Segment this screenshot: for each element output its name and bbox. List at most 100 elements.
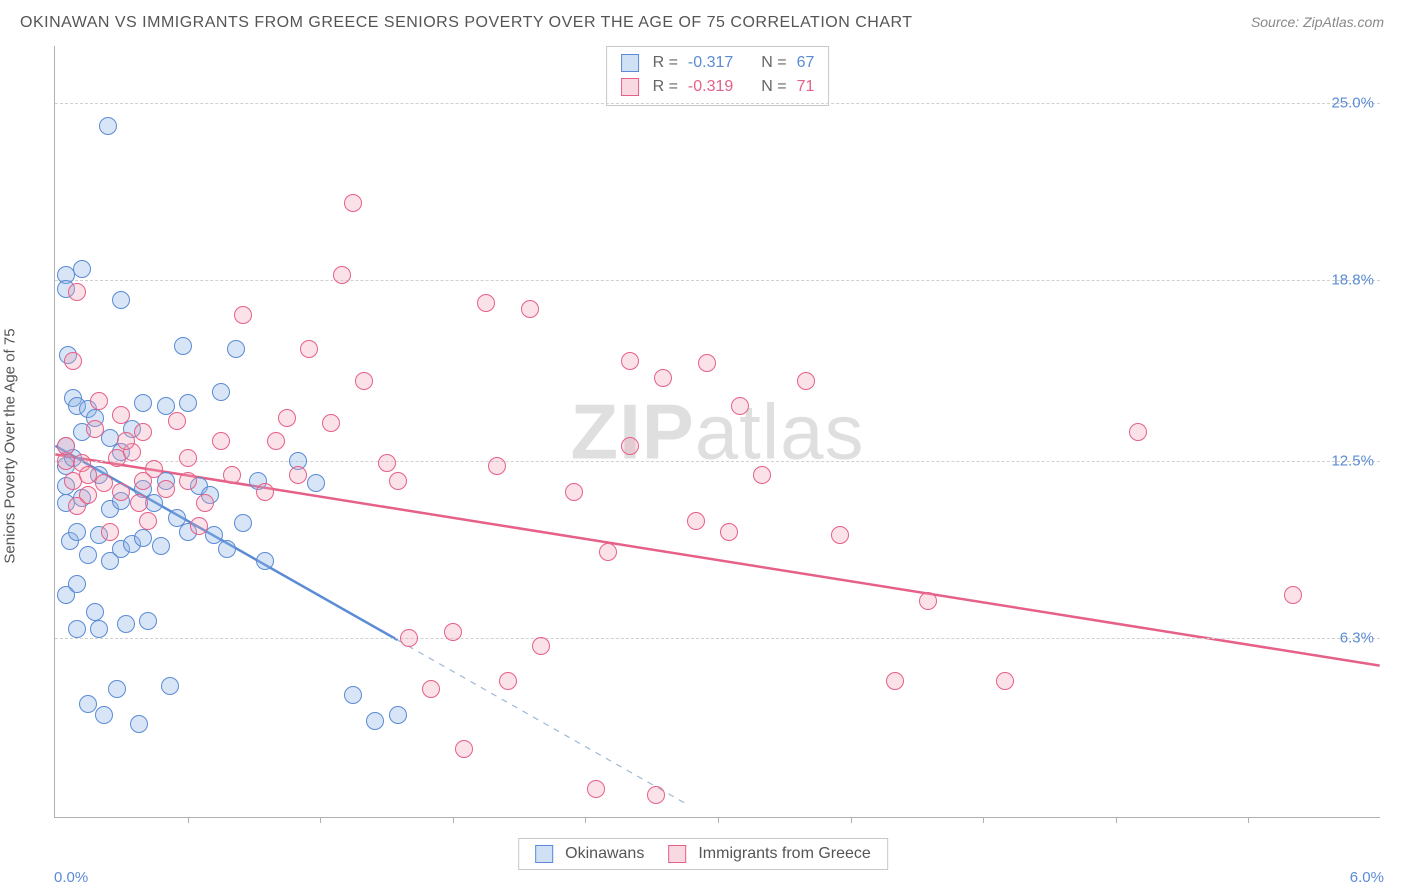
scatter-point	[112, 483, 130, 501]
legend-swatch-blue	[535, 845, 553, 863]
r-value-1: -0.317	[688, 51, 733, 75]
scatter-point	[654, 369, 672, 387]
scatter-point	[389, 706, 407, 724]
scatter-point	[130, 494, 148, 512]
r-label-2: R =	[653, 75, 678, 99]
scatter-point	[256, 483, 274, 501]
chart-title: OKINAWAN VS IMMIGRANTS FROM GREECE SENIO…	[20, 14, 913, 32]
trend-line	[397, 640, 684, 803]
scatter-point	[139, 612, 157, 630]
scatter-point	[212, 383, 230, 401]
scatter-point	[68, 283, 86, 301]
scatter-point	[190, 517, 208, 535]
scatter-point	[499, 672, 517, 690]
xtick	[188, 817, 189, 823]
scatter-point	[599, 543, 617, 561]
legend-item-2: Immigrants from Greece	[668, 845, 870, 863]
legend-item-1: Okinawans	[535, 845, 644, 863]
scatter-point	[687, 512, 705, 530]
legend-swatch-pink	[668, 845, 686, 863]
scatter-point	[90, 620, 108, 638]
scatter-point	[112, 291, 130, 309]
scatter-point	[919, 592, 937, 610]
scatter-point	[227, 340, 245, 358]
xtick	[453, 817, 454, 823]
scatter-point	[95, 706, 113, 724]
scatter-point	[344, 194, 362, 212]
scatter-point	[86, 420, 104, 438]
scatter-point	[267, 432, 285, 450]
n-value-2: 71	[797, 75, 815, 99]
scatter-point	[223, 466, 241, 484]
scatter-point	[134, 472, 152, 490]
n-value-1: 67	[797, 51, 815, 75]
scatter-point	[79, 695, 97, 713]
scatter-point	[108, 680, 126, 698]
legend-label-2: Immigrants from Greece	[698, 845, 870, 863]
scatter-point	[73, 260, 91, 278]
scatter-point	[68, 523, 86, 541]
scatter-point	[532, 637, 550, 655]
scatter-point	[521, 300, 539, 318]
scatter-point	[1284, 586, 1302, 604]
xtick	[1248, 817, 1249, 823]
scatter-point	[565, 483, 583, 501]
scatter-point	[455, 740, 473, 758]
scatter-point	[355, 372, 373, 390]
scatter-point	[212, 432, 230, 450]
scatter-point	[152, 537, 170, 555]
stats-row-blue: R = -0.317 N = 67	[621, 51, 815, 75]
swatch-pink	[621, 78, 639, 96]
scatter-point	[90, 392, 108, 410]
scatter-point	[218, 540, 236, 558]
scatter-point	[333, 266, 351, 284]
xtick	[851, 817, 852, 823]
source-label: Source: ZipAtlas.com	[1251, 14, 1384, 30]
scatter-point	[344, 686, 362, 704]
scatter-point	[139, 512, 157, 530]
scatter-point	[647, 786, 665, 804]
scatter-point	[68, 620, 86, 638]
chart-area: ZIPatlas R = -0.317 N = 67 R = -0.319 N …	[54, 46, 1380, 818]
scatter-point	[256, 552, 274, 570]
scatter-point	[68, 575, 86, 593]
scatter-point	[79, 466, 97, 484]
scatter-point	[300, 340, 318, 358]
scatter-point	[117, 432, 135, 450]
scatter-point	[1129, 423, 1147, 441]
scatter-point	[234, 514, 252, 532]
trend-lines-svg	[55, 46, 1380, 817]
scatter-point	[797, 372, 815, 390]
scatter-point	[64, 352, 82, 370]
n-label-1: N =	[761, 51, 786, 75]
ytick-label: 12.5%	[1331, 452, 1374, 469]
x-max-label: 6.0%	[1350, 869, 1384, 886]
scatter-point	[731, 397, 749, 415]
scatter-point	[174, 337, 192, 355]
scatter-point	[134, 394, 152, 412]
y-axis-label: Seniors Poverty Over the Age of 75	[2, 328, 19, 563]
scatter-point	[134, 423, 152, 441]
n-label-2: N =	[761, 75, 786, 99]
scatter-point	[621, 352, 639, 370]
scatter-point	[179, 394, 197, 412]
scatter-point	[307, 474, 325, 492]
scatter-point	[831, 526, 849, 544]
gridline	[55, 461, 1380, 462]
xtick	[585, 817, 586, 823]
scatter-point	[278, 409, 296, 427]
scatter-point	[179, 449, 197, 467]
scatter-point	[366, 712, 384, 730]
ytick-label: 18.8%	[1331, 272, 1374, 289]
scatter-point	[234, 306, 252, 324]
scatter-point	[130, 715, 148, 733]
gridline	[55, 103, 1380, 104]
scatter-point	[205, 526, 223, 544]
scatter-point	[117, 615, 135, 633]
scatter-point	[79, 486, 97, 504]
scatter-point	[196, 494, 214, 512]
ytick-label: 6.3%	[1340, 629, 1374, 646]
scatter-point	[587, 780, 605, 798]
scatter-point	[322, 414, 340, 432]
scatter-point	[161, 677, 179, 695]
